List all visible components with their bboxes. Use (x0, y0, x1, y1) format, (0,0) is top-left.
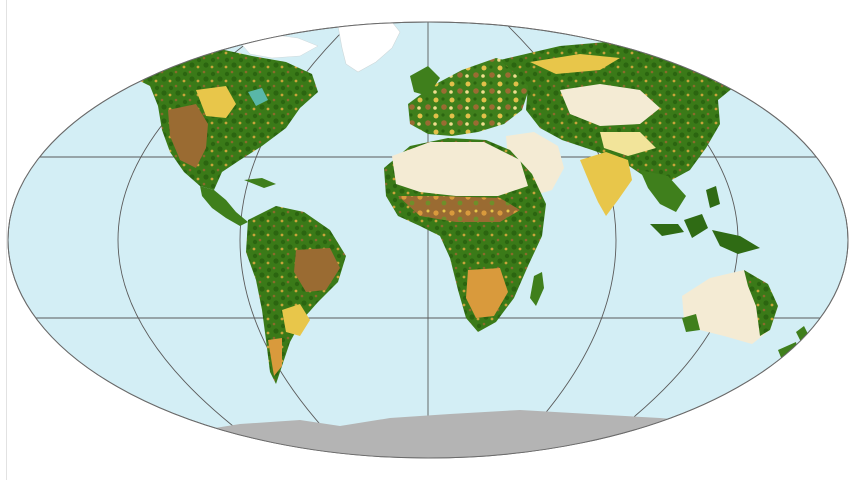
map-outline (7, 21, 849, 459)
left-border (6, 0, 7, 480)
asia (500, 40, 744, 182)
north-america (118, 46, 318, 226)
madagascar (530, 272, 544, 306)
indonesia (650, 186, 760, 254)
australia (682, 270, 778, 344)
south-america (246, 206, 346, 384)
india (580, 152, 632, 216)
greenland (337, 22, 401, 73)
southeast-asia (640, 170, 686, 212)
europe (408, 58, 530, 136)
africa (384, 138, 546, 332)
